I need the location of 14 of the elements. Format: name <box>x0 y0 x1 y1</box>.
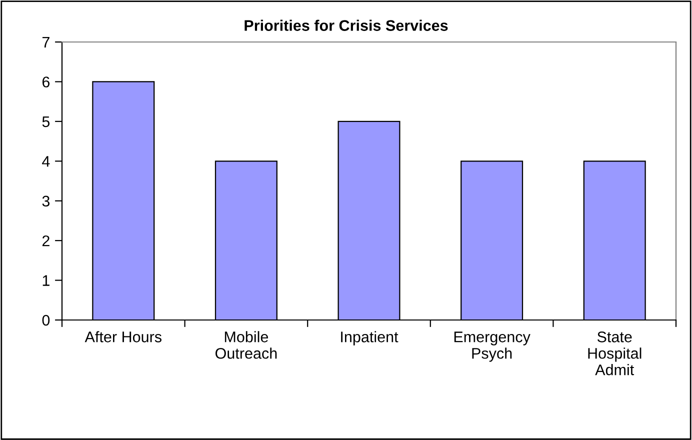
x-tick-label: State Hospital Admit <box>588 332 642 376</box>
y-tick-label: 4 <box>42 156 50 167</box>
y-tick-label: 3 <box>42 196 50 207</box>
x-tick-label: After Hours <box>84 331 162 342</box>
y-tick-label: 5 <box>42 116 50 128</box>
x-tick-label: Mobile Outreach <box>216 331 277 359</box>
y-tick-label: 0 <box>42 314 50 326</box>
x-tick-label: Inpatient <box>341 331 398 346</box>
y-tick-label: 7 <box>42 37 50 48</box>
chart-title: Priorities for Crisis Services <box>244 20 448 31</box>
y-tick-label: 6 <box>42 76 50 88</box>
y-tick-label: 2 <box>42 235 50 246</box>
x-tick-label: Emergency Psych <box>454 332 530 362</box>
y-tick-label: 1 <box>42 275 50 286</box>
